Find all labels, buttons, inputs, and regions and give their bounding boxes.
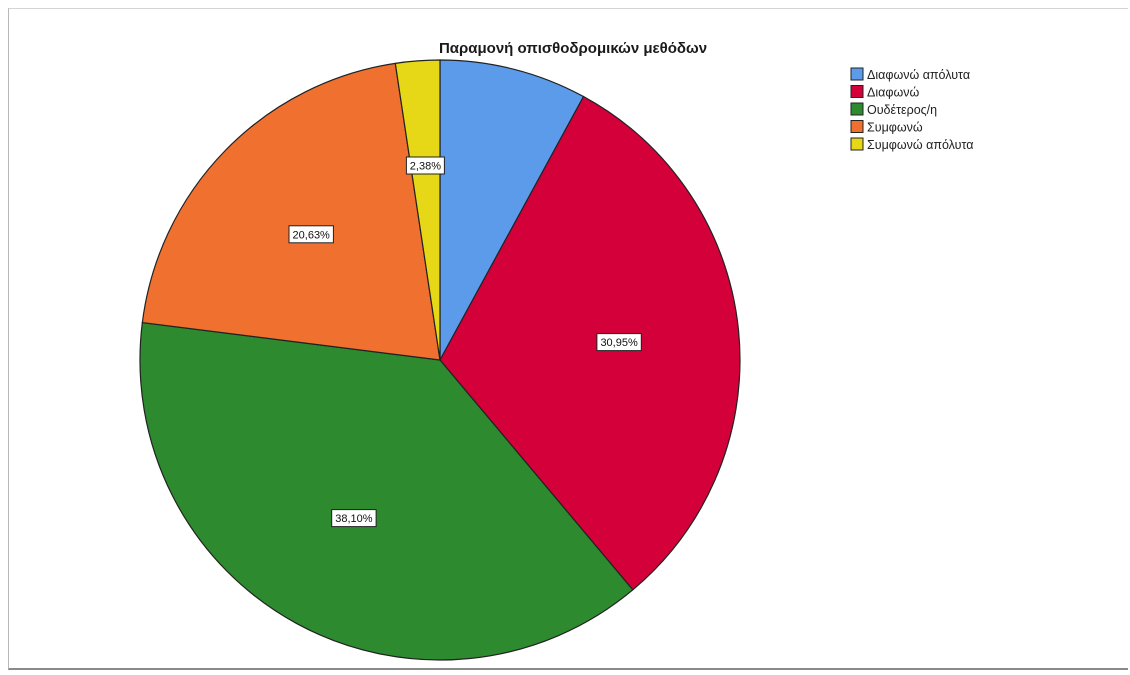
legend-swatch	[850, 120, 864, 133]
legend-label: Ουδέτερος/η	[867, 103, 937, 117]
data-label-box	[288, 225, 334, 244]
legend-swatch	[850, 85, 864, 98]
chart-title: Παραμονή οπισθοδρομικών μεθόδων	[439, 40, 707, 57]
legend-item-strongly-disagree: Διαφωνώ απόλυτα	[850, 67, 970, 82]
pie-slice-disagree	[439, 95, 741, 591]
legend: Διαφωνώ απόλυτα Διαφωνώ Ουδέτερος/η Συμφωνώ…	[850, 67, 973, 152]
legend-swatch	[850, 102, 864, 116]
data-label-neutral: 38,10%	[331, 509, 377, 528]
data-labels: 30,95% 38,10% 20,63% 2,38%	[288, 156, 642, 528]
pie-slice-strongly-agree	[394, 59, 441, 361]
legend-item-disagree: Διαφωνώ	[850, 85, 919, 100]
data-label-text: 38,10%	[335, 513, 373, 525]
data-label-box	[331, 509, 377, 528]
pie-slices	[139, 59, 741, 661]
data-label-box	[596, 333, 642, 352]
legend-label: Συμφωνώ απόλυτα	[867, 138, 973, 152]
data-label-disagree: 30,95%	[596, 333, 642, 352]
data-label-agree: 20,63%	[288, 225, 334, 244]
data-label-text: 20,63%	[293, 229, 331, 241]
legend-item-neutral: Ουδέτερος/η	[850, 102, 937, 117]
legend-label: Συμφωνώ	[867, 121, 923, 135]
pie-slice-agree	[141, 62, 441, 361]
data-label-text: 2,38%	[410, 161, 441, 173]
legend-item-strongly-agree: Συμφωνώ απόλυτα	[850, 137, 973, 152]
legend-label: Διαφωνώ απόλυτα	[867, 68, 970, 82]
data-label-strongly-agree: 2,38%	[405, 156, 445, 175]
legend-swatch	[850, 67, 864, 81]
pie-slice-neutral	[139, 321, 634, 661]
data-label-box	[405, 156, 445, 175]
pie-slice-strongly-disagree	[439, 59, 585, 361]
legend-swatch	[850, 137, 864, 151]
legend-item-agree: Συμφωνώ	[850, 120, 923, 135]
legend-label: Διαφωνώ	[867, 86, 919, 100]
data-label-text: 30,95%	[600, 337, 638, 349]
